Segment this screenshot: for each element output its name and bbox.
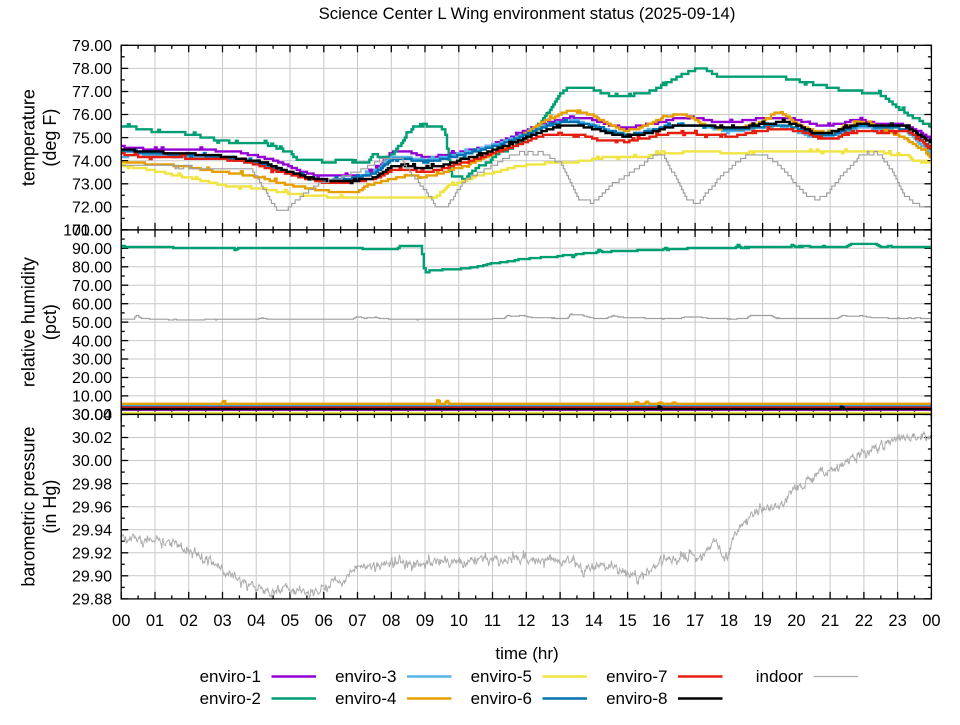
svg-text:50.00: 50.00: [72, 315, 112, 332]
svg-text:10.00: 10.00: [72, 389, 112, 406]
svg-text:13: 13: [551, 612, 569, 630]
svg-text:29.98: 29.98: [72, 476, 112, 493]
svg-text:enviro-4: enviro-4: [335, 689, 396, 708]
svg-text:79.00: 79.00: [72, 38, 112, 55]
svg-text:77.00: 77.00: [72, 84, 112, 101]
svg-text:60.00: 60.00: [72, 296, 112, 313]
svg-text:75.00: 75.00: [72, 130, 112, 147]
svg-text:18: 18: [720, 612, 738, 630]
svg-text:10: 10: [450, 612, 468, 630]
svg-text:29.88: 29.88: [72, 592, 112, 609]
svg-text:11: 11: [484, 612, 501, 630]
svg-text:0.00: 0.00: [81, 407, 112, 424]
svg-text:73.00: 73.00: [72, 176, 112, 193]
svg-text:23: 23: [888, 612, 906, 630]
svg-text:time (hr): time (hr): [495, 644, 558, 663]
svg-text:04: 04: [247, 612, 265, 630]
svg-text:enviro-6: enviro-6: [471, 689, 532, 708]
svg-text:12: 12: [517, 612, 535, 630]
svg-text:00: 00: [112, 612, 130, 630]
svg-text:relative humidity: relative humidity: [19, 257, 39, 387]
svg-text:temperature: temperature: [19, 89, 39, 186]
svg-text:70.00: 70.00: [72, 278, 112, 295]
svg-text:29.94: 29.94: [72, 522, 112, 539]
svg-text:71.00: 71.00: [72, 223, 112, 240]
svg-text:07: 07: [348, 612, 366, 630]
svg-text:(pct): (pct): [40, 304, 60, 340]
svg-text:indoor: indoor: [756, 667, 804, 686]
svg-text:90.00: 90.00: [72, 241, 112, 258]
svg-text:01: 01: [146, 612, 164, 630]
svg-text:enviro-1: enviro-1: [200, 667, 261, 686]
svg-text:00: 00: [922, 612, 940, 630]
svg-text:29.96: 29.96: [72, 499, 112, 516]
svg-text:17: 17: [686, 612, 704, 630]
svg-text:19: 19: [753, 612, 771, 630]
svg-text:22: 22: [855, 612, 873, 630]
svg-text:30.00: 30.00: [72, 453, 112, 470]
svg-text:enviro-8: enviro-8: [606, 689, 667, 708]
svg-text:30.00: 30.00: [72, 352, 112, 369]
svg-text:76.00: 76.00: [72, 107, 112, 124]
svg-text:80.00: 80.00: [72, 260, 112, 277]
svg-text:02: 02: [180, 612, 198, 630]
svg-text:barometric pressure: barometric pressure: [19, 427, 39, 587]
svg-text:30.04: 30.04: [72, 407, 112, 424]
svg-text:20: 20: [787, 612, 805, 630]
svg-text:20.00: 20.00: [72, 370, 112, 387]
svg-text:14: 14: [585, 612, 603, 630]
svg-text:15: 15: [618, 612, 636, 630]
svg-text:78.00: 78.00: [72, 61, 112, 78]
svg-text:72.00: 72.00: [72, 200, 112, 217]
svg-text:Science Center L Wing environm: Science Center L Wing environment status…: [319, 4, 736, 23]
svg-text:29.92: 29.92: [72, 546, 112, 563]
svg-text:29.90: 29.90: [72, 569, 112, 586]
svg-text:06: 06: [315, 612, 333, 630]
svg-text:enviro-7: enviro-7: [606, 667, 667, 686]
svg-text:(in Hg): (in Hg): [40, 480, 60, 534]
svg-text:enviro-2: enviro-2: [200, 689, 261, 708]
svg-text:enviro-5: enviro-5: [471, 667, 532, 686]
svg-text:40.00: 40.00: [72, 333, 112, 350]
svg-text:08: 08: [382, 612, 400, 630]
svg-text:09: 09: [416, 612, 434, 630]
svg-text:(deg F): (deg F): [40, 109, 60, 167]
svg-text:100.00: 100.00: [63, 223, 112, 240]
svg-text:30.02: 30.02: [72, 430, 112, 447]
svg-text:enviro-3: enviro-3: [335, 667, 396, 686]
svg-text:16: 16: [652, 612, 670, 630]
svg-text:21: 21: [821, 612, 839, 630]
svg-text:05: 05: [281, 612, 299, 630]
svg-text:03: 03: [213, 612, 231, 630]
svg-text:74.00: 74.00: [72, 153, 112, 170]
